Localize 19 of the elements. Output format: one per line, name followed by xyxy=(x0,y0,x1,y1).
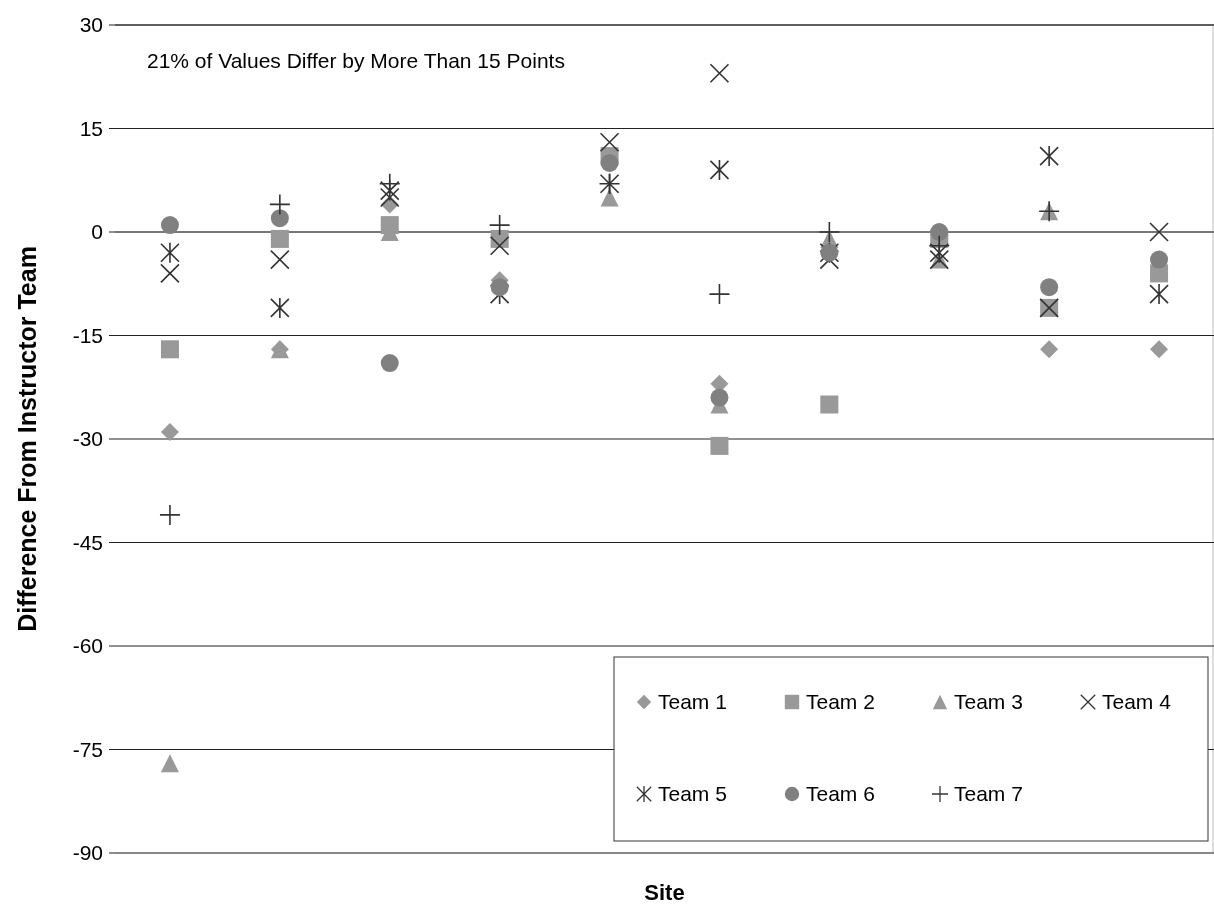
legend-label: Team 3 xyxy=(954,690,1023,714)
x-axis-title: Site xyxy=(644,880,685,905)
y-tick-label: -45 xyxy=(72,530,103,554)
y-tick-label: -60 xyxy=(72,634,103,658)
y-tick-label: 0 xyxy=(91,220,103,244)
legend-label: Team 6 xyxy=(806,782,875,806)
y-axis-title: Difference From Instructor Team xyxy=(13,246,41,632)
y-tick-label: -75 xyxy=(72,737,103,761)
legend-label: Team 5 xyxy=(658,782,727,806)
legend-label: Team 1 xyxy=(658,690,727,714)
y-tick-label: -15 xyxy=(72,323,103,347)
annotation: 21% of Values Differ by More Than 15 Points xyxy=(147,49,565,72)
legend-label: Team 2 xyxy=(806,690,875,714)
legend-label: Team 7 xyxy=(954,782,1023,806)
legend-label: Team 4 xyxy=(1102,690,1172,714)
y-tick-label: 15 xyxy=(79,116,103,140)
y-tick-label: -90 xyxy=(72,841,103,865)
y-tick-label: -30 xyxy=(72,427,103,451)
y-tick-label: 30 xyxy=(79,13,103,37)
